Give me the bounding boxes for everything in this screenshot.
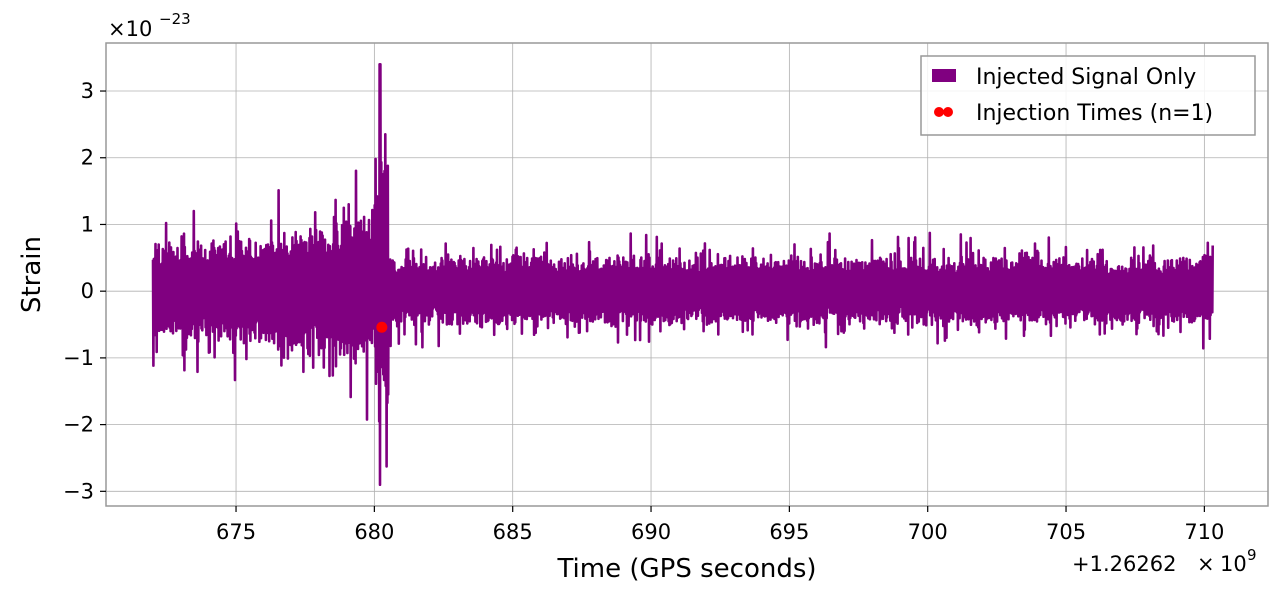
y-tick-label: −1 bbox=[63, 346, 94, 370]
y-axis-label: Strain bbox=[17, 236, 47, 313]
legend-label-injection: Injection Times (n=1) bbox=[976, 101, 1213, 126]
y-scale-factor: ×10 −23 bbox=[108, 10, 191, 41]
x-tick-label: 680 bbox=[354, 520, 394, 544]
x-tick-label: 675 bbox=[216, 520, 256, 544]
legend-box bbox=[920, 55, 1256, 136]
y-tick-label: 2 bbox=[81, 146, 94, 170]
legend-marker-injection-b bbox=[943, 107, 953, 117]
x-axis-ticks: 675 680 685 690 695 700 705 710 bbox=[216, 506, 1224, 544]
x-tick-label: 685 bbox=[493, 520, 533, 544]
signal-trace bbox=[151, 63, 1214, 487]
y-tick-label: −2 bbox=[63, 413, 94, 437]
y-tick-label: 0 bbox=[81, 279, 94, 303]
legend: Injected Signal Only Injection Times (n=… bbox=[920, 55, 1256, 136]
y-tick-label: −3 bbox=[63, 479, 94, 503]
legend-label-signal: Injected Signal Only bbox=[976, 65, 1196, 90]
y-scale-exponent: −23 bbox=[159, 10, 191, 28]
x-tick-label: 705 bbox=[1046, 520, 1086, 544]
x-offset-times: × bbox=[1197, 552, 1215, 576]
legend-marker-injection-a bbox=[934, 107, 944, 117]
x-offset-factor: +1.26262 × 10 9 bbox=[1072, 546, 1257, 576]
x-tick-label: 695 bbox=[769, 520, 809, 544]
x-offset-exponent: 9 bbox=[1247, 546, 1257, 564]
x-axis-label: Time (GPS seconds) bbox=[556, 554, 816, 584]
y-tick-label: 3 bbox=[81, 79, 94, 103]
legend-swatch-signal bbox=[932, 69, 956, 82]
x-offset-label: +1.26262 bbox=[1072, 552, 1176, 576]
x-tick-label: 690 bbox=[631, 520, 671, 544]
x-tick-label: 710 bbox=[1184, 520, 1224, 544]
y-scale-prefix: ×10 bbox=[108, 17, 152, 41]
plot-frame bbox=[105, 42, 1269, 507]
y-axis-ticks: −3 −2 −1 0 1 2 3 bbox=[63, 79, 106, 503]
injection-point bbox=[376, 321, 388, 333]
injection-times-points bbox=[376, 321, 388, 333]
x-offset-base: 10 bbox=[1220, 552, 1247, 576]
y-tick-label: 1 bbox=[81, 212, 94, 236]
x-tick-label: 700 bbox=[908, 520, 948, 544]
injected-signal-line bbox=[151, 63, 1214, 487]
